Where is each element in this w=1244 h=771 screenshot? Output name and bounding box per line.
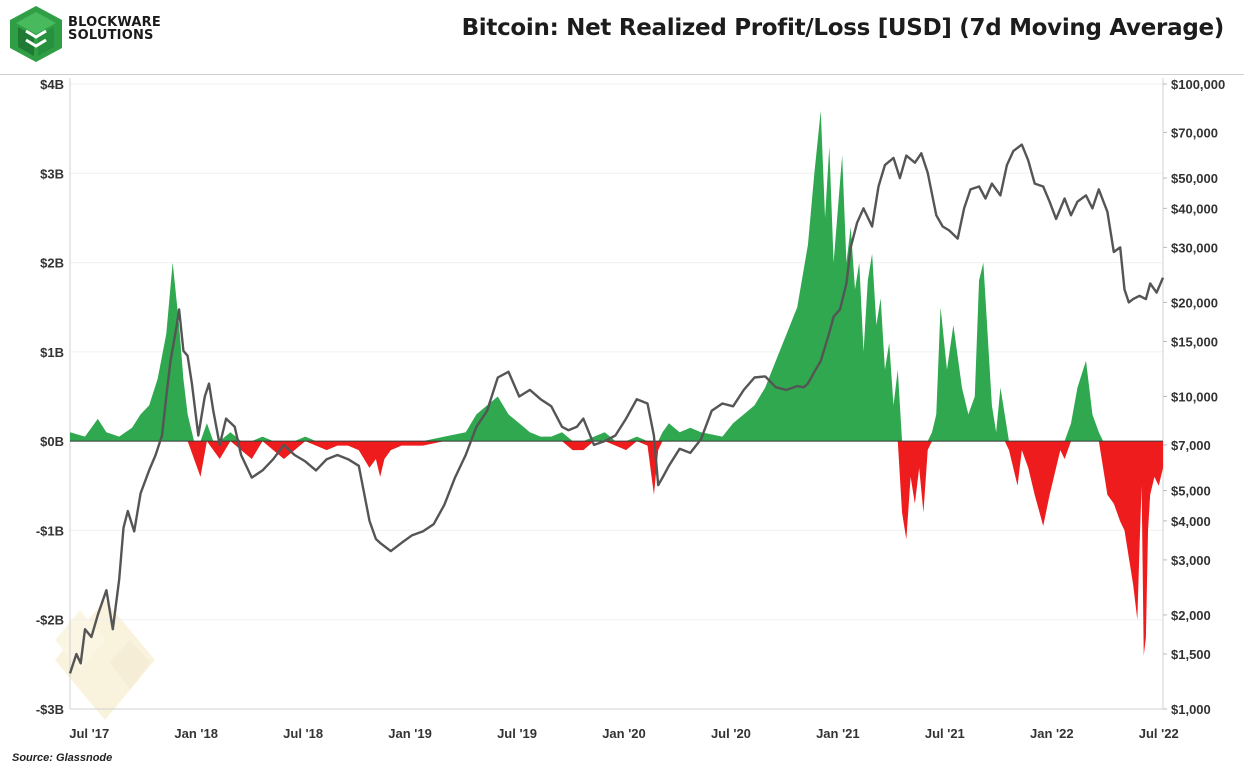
- right-tick-label: $2,000: [1171, 608, 1211, 623]
- net-realized-pl-series: [70, 110, 1163, 656]
- right-tick-label: $7,000: [1171, 438, 1211, 453]
- watermark-logo-icon: [55, 600, 155, 720]
- profit-area: [70, 110, 1163, 442]
- logo-line-2: SOLUTIONS: [68, 28, 154, 43]
- chart-title: Bitcoin: Net Realized Profit/Loss [USD] …: [461, 15, 1225, 41]
- x-tick-label: Jan '21: [816, 726, 860, 741]
- x-axis-ticks: Jul '17 Jan '18 Jul '18 Jan '19 Jul '19 Jan '…: [69, 726, 1178, 741]
- x-tick-label: Jan '20: [602, 726, 646, 741]
- left-tick-label: -$3B: [36, 702, 64, 717]
- right-tick-label: $100,000: [1171, 77, 1225, 92]
- gridlines: [70, 83, 1163, 710]
- right-tick-label: $4,000: [1171, 514, 1211, 529]
- x-tick-label: Jan '22: [1030, 726, 1074, 741]
- x-tick-label: Jul '19: [497, 726, 537, 741]
- left-tick-label: $0B: [40, 434, 64, 449]
- x-tick-label: Jul '20: [711, 726, 751, 741]
- right-tick-label: $5,000: [1171, 484, 1211, 499]
- right-axis-ticks: $100,000 $70,000 $50,000 $40,000 $30,000 $20,…: [1163, 77, 1225, 717]
- header-divider: [0, 74, 1244, 75]
- x-tick-label: Jul '22: [1139, 726, 1179, 741]
- left-tick-label: $4B: [40, 77, 64, 92]
- left-tick-label: $2B: [40, 256, 64, 271]
- right-tick-label: $50,000: [1171, 171, 1218, 186]
- x-tick-label: Jan '18: [174, 726, 218, 741]
- x-tick-label: Jan '19: [388, 726, 432, 741]
- x-tick-label: Jul '18: [283, 726, 323, 741]
- right-tick-label: $20,000: [1171, 295, 1218, 310]
- right-tick-label: $1,500: [1171, 647, 1211, 662]
- right-tick-label: $10,000: [1171, 390, 1218, 405]
- logo-line-1: BLOCKWARE: [68, 15, 161, 30]
- right-tick-label: $30,000: [1171, 240, 1218, 255]
- left-axis-ticks: $4B $3B $2B $1B $0B -$1B -$2B -$3B: [36, 77, 64, 717]
- source-note: Source: Glassnode: [12, 752, 113, 764]
- btc-price-line: [68, 143, 1165, 674]
- left-tick-label: $1B: [40, 345, 64, 360]
- right-tick-label: $70,000: [1171, 125, 1218, 140]
- plot-frame: [69, 78, 1164, 710]
- right-tick-label: $40,000: [1171, 201, 1218, 216]
- x-tick-label: Jul '17: [69, 726, 109, 741]
- right-tick-label: $1,000: [1171, 702, 1211, 717]
- left-tick-label: $3B: [40, 166, 64, 181]
- left-tick-label: -$2B: [36, 613, 64, 628]
- blockware-logo: [10, 6, 62, 62]
- logo-wordmark: BLOCKWARE SOLUTIONS: [68, 16, 161, 42]
- right-tick-label: $3,000: [1171, 553, 1211, 568]
- logo-hexagon-icon: [10, 6, 62, 62]
- left-tick-label: -$1B: [36, 523, 64, 538]
- right-tick-label: $15,000: [1171, 334, 1218, 349]
- loss-area: [70, 441, 1163, 656]
- x-tick-label: Jul '21: [925, 726, 965, 741]
